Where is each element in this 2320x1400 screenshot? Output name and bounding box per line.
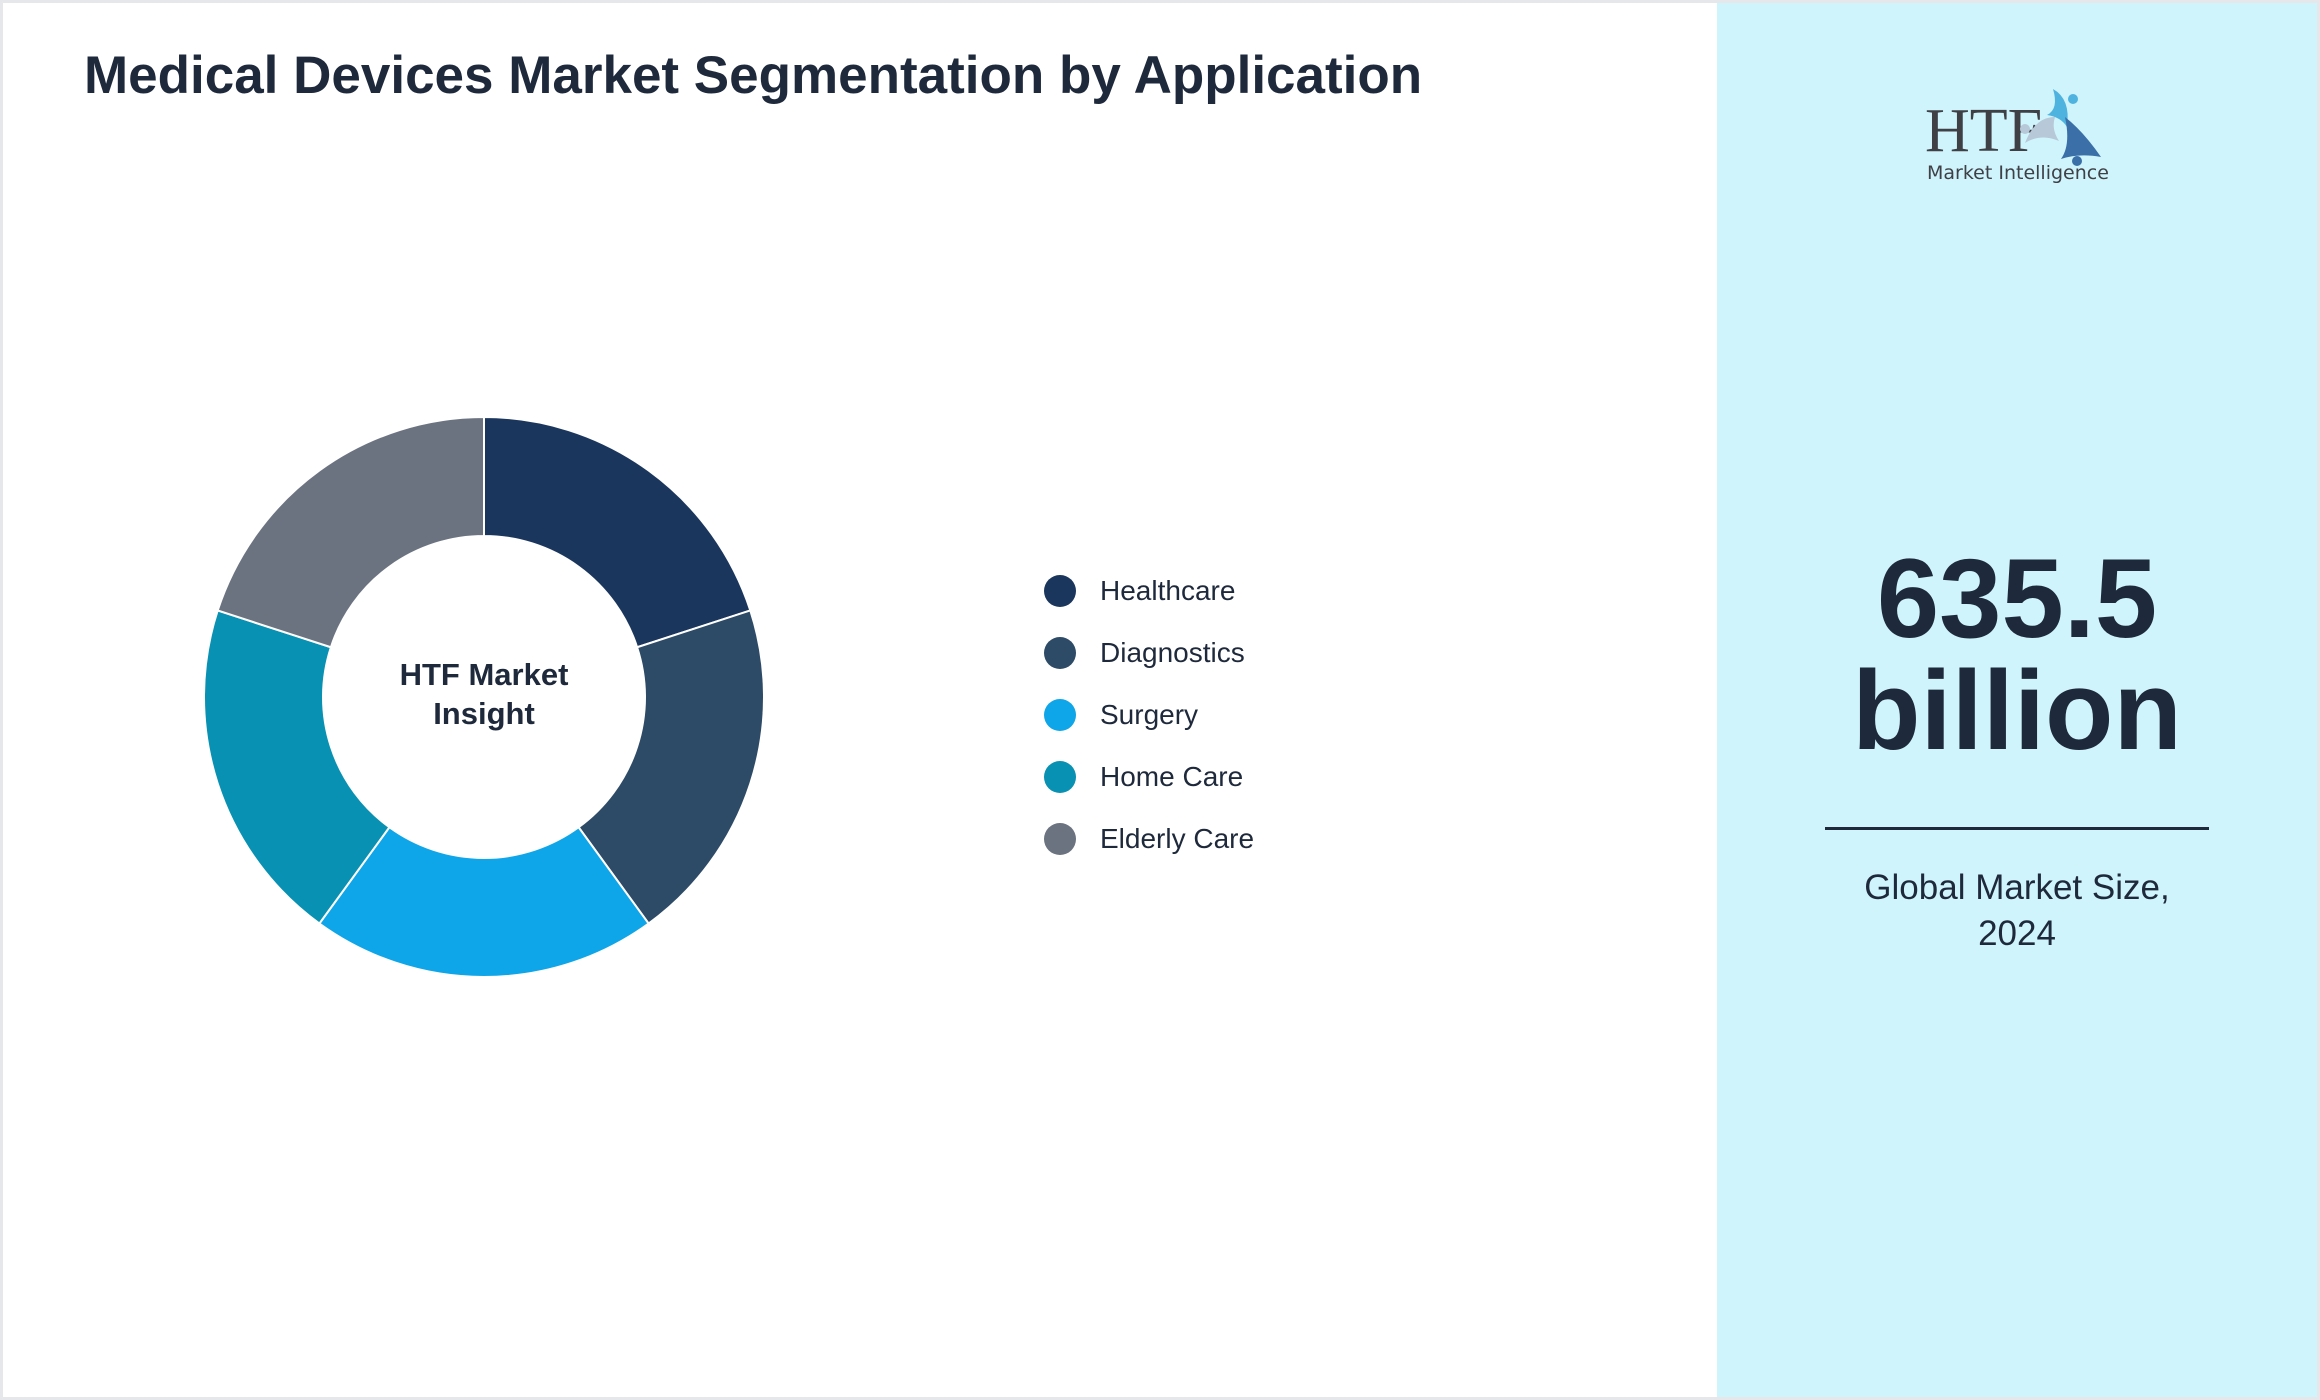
donut-chart — [203, 415, 765, 979]
legend-item[interactable]: Diagnostics — [1044, 622, 1254, 684]
chart-legend: Healthcare Diagnostics Surgery Home Care Eld… — [1044, 560, 1254, 870]
donut-slice-healthcare[interactable] — [483, 415, 752, 649]
svg-text:Market Intelligence: Market Intelligence — [1927, 162, 2109, 184]
legend-swatch — [1044, 575, 1076, 607]
caption-line-2: 2024 — [1978, 914, 2056, 953]
donut-slice-elderly-care[interactable] — [216, 415, 485, 649]
legend-label: Elderly Care — [1100, 823, 1255, 854]
divider — [1825, 827, 2209, 830]
legend-item[interactable]: Home Care — [1044, 746, 1254, 808]
market-size-number: 635.5 — [1876, 536, 2158, 661]
donut-slice-surgery[interactable] — [318, 825, 650, 979]
legend-item[interactable]: Elderly Care — [1044, 808, 1254, 870]
legend-label: Healthcare — [1100, 575, 1236, 606]
legend-swatch — [1044, 823, 1076, 855]
donut-center-label: HTF Market Insight — [399, 657, 569, 731]
legend-swatch — [1044, 699, 1076, 731]
donut-slice-home-care[interactable] — [203, 609, 391, 925]
legend-swatch — [1044, 637, 1076, 669]
chart-title-text: Medical Devices Market Segmentation by A… — [84, 46, 1423, 105]
htf-logo: HTF Market Intelligence — [1925, 89, 2109, 184]
legend-item[interactable]: Surgery — [1044, 684, 1254, 746]
legend-item[interactable]: Healthcare — [1044, 560, 1254, 622]
legend-label: Surgery — [1100, 699, 1199, 730]
legend-swatch — [1044, 761, 1076, 793]
market-size-value: 635.5 billion — [1717, 543, 2317, 767]
legend-label: Diagnostics — [1100, 637, 1245, 668]
market-size-panel: HTF Market Intelligence 635.5 billion Gl… — [1717, 3, 2317, 1397]
market-size-caption: Global Market Size, 2024 — [1717, 865, 2317, 957]
caption-line-1: Global Market Size, — [1864, 868, 2170, 907]
legend-label: Home Care — [1100, 761, 1244, 792]
donut-slice-diagnostics[interactable] — [577, 609, 765, 925]
market-size-unit: billion — [1852, 648, 2182, 773]
chart-title: Medical Devices Market Segmentation by A… — [84, 42, 1422, 110]
